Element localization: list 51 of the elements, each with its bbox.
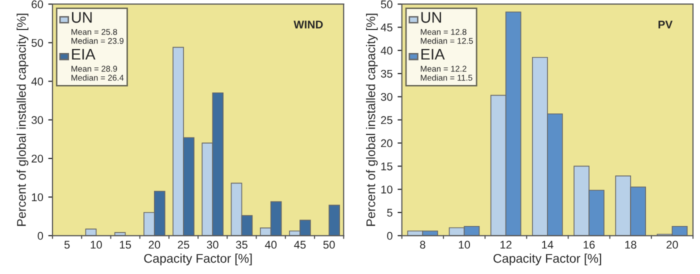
bar	[328, 204, 340, 236]
y-tick-label: 40	[380, 46, 392, 55]
x-tick-label: 45	[294, 240, 306, 249]
x-tick-label: 5	[64, 240, 70, 249]
y-tick-label: 0	[38, 232, 44, 240]
legend-label: UN	[421, 12, 442, 23]
y-tick-label: 50	[380, 0, 392, 8]
y-tick-label: 40	[31, 78, 44, 86]
annotation: Mean = 25.8 Median = 23.9	[72, 28, 124, 44]
y-tick-label: 60	[32, 0, 44, 8]
legend-label: UN	[72, 12, 92, 23]
annotation: Mean = 12.8 Median = 12.5	[420, 28, 473, 44]
y-axis-title: Percent of global installed capacity [%]	[16, 14, 28, 226]
y-tick-label: 30	[32, 116, 44, 124]
x-tick-label: 14	[542, 240, 554, 249]
x-tick-label: 15	[120, 240, 131, 249]
x-tick-label: 40	[264, 240, 277, 249]
x-axis-title: Capacity Factor [%]	[494, 254, 602, 266]
y-tick-label: 50	[32, 38, 44, 47]
x-tick-label: 50	[323, 240, 335, 249]
x-tick-label: 35	[236, 240, 248, 249]
x-tick-label: 30	[206, 240, 218, 249]
x-tick-label: 10	[458, 240, 470, 249]
text: PV	[658, 20, 673, 28]
legend-label: EIA	[72, 48, 96, 60]
bar	[85, 228, 97, 236]
x-tick-label: 25	[178, 240, 190, 249]
y-axis-title: Percent of global installed capacity [%]	[366, 14, 378, 226]
y-tick-label: 10	[32, 193, 44, 202]
x-tick-label: 16	[584, 240, 595, 249]
x-tick-label: 10	[90, 240, 102, 249]
x-tick-label: 8	[420, 240, 426, 249]
x-tick-label: 12	[500, 240, 512, 249]
x-tick-label: 18	[625, 240, 636, 249]
y-tick-label: 20	[381, 139, 392, 148]
y-tick-label: 30	[380, 92, 392, 101]
y-tick-label: 20	[32, 154, 44, 163]
x-tick-label: 20	[148, 240, 160, 249]
y-tick-label: 10	[381, 186, 392, 194]
annotation: Mean = 28.9 Median = 26.4	[72, 66, 124, 81]
y-tick-label: 35	[380, 70, 392, 78]
x-tick-label: 20	[666, 240, 678, 249]
x-axis-title: Capacity Factor [%]	[144, 254, 252, 266]
y-tick-label: 0	[387, 232, 392, 240]
legend-label: EIA	[421, 48, 445, 60]
annotation: Mean = 12.2 Median = 11.5	[420, 66, 472, 81]
y-tick-label: 25	[381, 116, 392, 124]
y-tick-label: 5	[387, 208, 392, 217]
y-tick-label: 15	[381, 162, 392, 170]
text: WIND	[294, 20, 323, 28]
y-tick-label: 45	[380, 24, 392, 32]
